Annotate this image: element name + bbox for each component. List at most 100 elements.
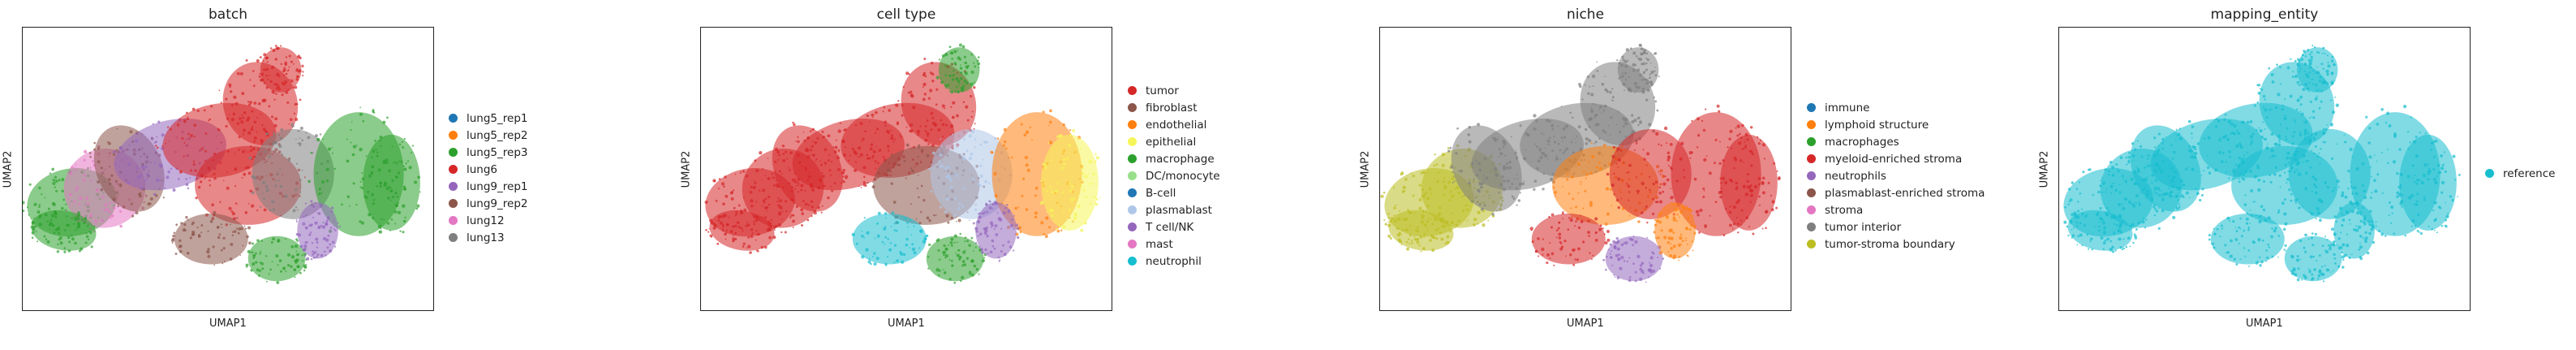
scatter-point: [242, 116, 245, 119]
scatter-point: [109, 201, 111, 205]
scatter-point: [1405, 240, 1408, 244]
scatter-point: [1702, 187, 1705, 190]
scatter-point: [2297, 63, 2300, 66]
scatter-point: [713, 179, 716, 183]
scatter-point: [243, 225, 246, 227]
scatter-point: [1685, 240, 1687, 241]
legend-marker: [1807, 120, 1816, 129]
legend: immune lymphoid structure macrophages myelo…: [1807, 99, 1985, 253]
scatter-point: [2247, 228, 2250, 231]
scatter-point: [2103, 226, 2107, 230]
scatter-point: [2161, 209, 2165, 213]
scatter-point: [1631, 129, 1635, 133]
scatter-point: [755, 215, 759, 219]
scatter-point: [212, 158, 214, 162]
scatter-point: [2312, 116, 2316, 119]
scatter-point: [1042, 162, 1045, 166]
scatter-point: [2336, 143, 2338, 145]
scatter-point: [1722, 159, 1725, 162]
scatter-point: [961, 260, 965, 263]
scatter-point: [1421, 214, 1425, 218]
scatter-point: [272, 208, 276, 211]
legend-item: lung13: [449, 229, 528, 246]
scatter-point: [863, 175, 866, 178]
scatter-point: [801, 212, 805, 215]
scatter-point: [1616, 147, 1620, 151]
scatter-point: [2310, 55, 2313, 58]
scatter-point: [978, 222, 980, 224]
scatter-point: [2350, 186, 2354, 189]
scatter-point: [2101, 191, 2103, 194]
scatter-point: [337, 222, 339, 224]
scatter-point: [2439, 206, 2442, 210]
scatter-point: [954, 173, 958, 177]
scatter-point: [1400, 233, 1403, 235]
scatter-point: [2118, 224, 2122, 228]
scatter-point: [963, 79, 967, 83]
scatter-point: [161, 145, 164, 147]
scatter-point: [750, 228, 754, 231]
scatter-point: [2316, 95, 2318, 97]
scatter-point: [1529, 227, 1533, 231]
scatter-point: [911, 243, 914, 246]
scatter-point: [397, 201, 399, 205]
scatter-point: [2396, 171, 2399, 175]
scatter-point: [1563, 136, 1567, 139]
scatter-point: [891, 211, 895, 214]
scatter-point: [1643, 158, 1646, 161]
scatter-point: [260, 240, 264, 242]
scatter-point: [191, 107, 196, 111]
scatter-point: [1485, 176, 1489, 180]
scatter-point: [1456, 127, 1459, 130]
scatter-point: [777, 223, 781, 227]
scatter-point: [1635, 85, 1638, 89]
scatter-point: [1688, 207, 1692, 212]
scatter-point: [1039, 179, 1043, 182]
scatter-point: [2285, 249, 2286, 252]
scatter-point: [2294, 201, 2298, 205]
scatter-point: [993, 227, 996, 230]
scatter-point: [314, 221, 318, 225]
scatter-point: [1736, 223, 1740, 226]
scatter-point: [743, 208, 747, 212]
legend-item: myeloid-enriched stroma: [1807, 150, 1985, 167]
scatter-point: [162, 197, 165, 199]
scatter-point: [2304, 55, 2307, 58]
scatter-point: [2288, 188, 2291, 192]
scatter-point: [1587, 92, 1590, 95]
scatter-point: [2368, 231, 2372, 235]
scatter-point: [1445, 220, 1449, 224]
scatter-point: [1620, 256, 1624, 260]
scatter-point: [1082, 188, 1086, 192]
scatter-point: [1491, 212, 1494, 216]
scatter-point: [318, 212, 320, 214]
scatter-point: [1549, 242, 1551, 244]
scatter-point: [944, 107, 946, 110]
x-axis-label: UMAP1: [209, 318, 247, 330]
scatter-point: [265, 188, 269, 192]
scatter-point: [230, 242, 234, 247]
scatter-point: [274, 184, 277, 188]
scatter-point: [965, 65, 968, 69]
scatter-point: [1558, 221, 1561, 224]
scatter-point: [1649, 263, 1654, 268]
scatter-point: [2277, 93, 2281, 97]
scatter-point: [760, 245, 764, 249]
scatter-point: [2399, 201, 2403, 205]
scatter-point: [1026, 168, 1030, 172]
legend-label: stroma: [1825, 203, 1864, 217]
scatter-point: [1469, 205, 1472, 207]
scatter-point: [2348, 257, 2351, 260]
scatter-point: [206, 250, 210, 254]
scatter-point: [844, 128, 847, 132]
scatter-point: [1652, 197, 1655, 201]
scatter-point: [372, 149, 376, 153]
scatter-point: [974, 65, 977, 68]
panel-title: niche: [1566, 6, 1605, 23]
scatter-point: [33, 202, 37, 206]
scatter-point: [1765, 210, 1768, 214]
legend-label: lung12: [467, 214, 505, 227]
scatter-point: [2271, 255, 2274, 258]
scatter-point: [170, 127, 172, 131]
legend-item: tumor-stroma boundary: [1807, 235, 1985, 253]
